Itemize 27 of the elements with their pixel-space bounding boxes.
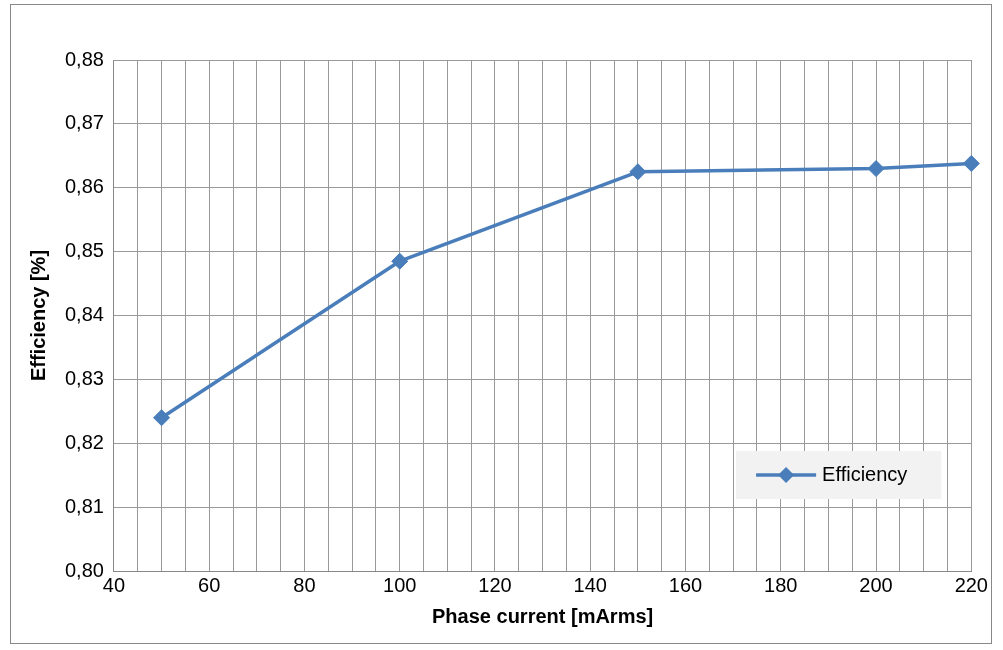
point bbox=[629, 163, 647, 181]
point bbox=[962, 154, 980, 172]
x-tick-label: 100 bbox=[383, 573, 417, 596]
point bbox=[153, 409, 171, 427]
x-tick-label: 80 bbox=[293, 573, 316, 596]
point bbox=[391, 252, 409, 270]
y-tick-label: 0,85 bbox=[64, 239, 104, 262]
y-tick-label: 0,83 bbox=[64, 366, 104, 389]
y-tick-label: 0,81 bbox=[64, 494, 104, 517]
x-tick-label: 120 bbox=[478, 573, 512, 596]
x-tick-label: 160 bbox=[668, 573, 703, 596]
x-tick-label: 40 bbox=[102, 573, 126, 596]
y-axis-title: Efficiency [%] bbox=[26, 249, 49, 382]
x-tick-label: 140 bbox=[573, 573, 607, 596]
x-tick-label: 60 bbox=[198, 573, 221, 596]
y-tick-label: 0,84 bbox=[64, 303, 104, 326]
x-axis-title: Phase current [mArms] bbox=[432, 604, 654, 627]
y-tick-label: 0,80 bbox=[64, 558, 104, 581]
y-tick-label: 0,88 bbox=[64, 47, 104, 70]
point bbox=[867, 160, 885, 178]
y-tick-label: 0,87 bbox=[64, 111, 104, 134]
x-tick-label: 220 bbox=[954, 573, 988, 596]
legend-label: Efficiency bbox=[822, 462, 908, 485]
x-tick-label: 200 bbox=[859, 573, 893, 596]
y-tick-label: 0,86 bbox=[64, 175, 104, 198]
y-tick-label: 0,82 bbox=[64, 430, 104, 453]
x-tick-label: 180 bbox=[764, 573, 798, 596]
